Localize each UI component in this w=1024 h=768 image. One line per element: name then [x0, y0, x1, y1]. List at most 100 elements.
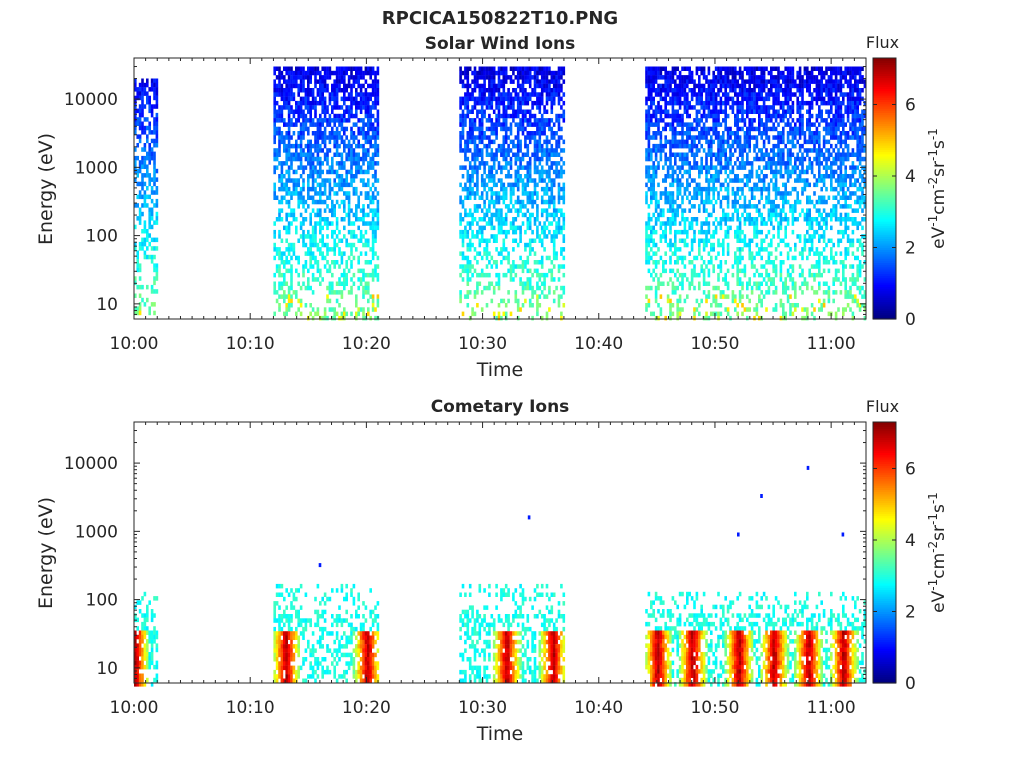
heatmap-cell [705, 79, 708, 84]
heatmap-cell [533, 217, 537, 222]
heatmap-cell [681, 212, 684, 218]
heatmap-cell [283, 260, 286, 265]
heatmap-cell [531, 178, 534, 183]
heatmap-cell [762, 79, 766, 84]
heatmap-cell [471, 118, 474, 123]
heatmap-cell [760, 242, 763, 248]
heatmap-cell [762, 152, 766, 157]
heatmap-cell [292, 83, 296, 89]
heatmap-cell [290, 298, 293, 304]
heatmap-cell [645, 75, 648, 80]
heatmap-cell [669, 126, 672, 132]
heatmap-cell [304, 199, 308, 205]
heatmap-cell [562, 191, 566, 196]
heatmap-cell [476, 182, 479, 188]
heatmap-cell [473, 255, 477, 261]
heatmap-cell [362, 277, 365, 282]
heatmap-cell [552, 135, 556, 140]
heatmap-cell [700, 126, 703, 132]
heatmap-cell [509, 174, 513, 179]
heatmap-cell [146, 186, 149, 191]
heatmap-cell [526, 109, 530, 114]
heatmap-cell [688, 174, 691, 179]
heatmap-cell [524, 186, 527, 192]
heatmap-cell [476, 290, 479, 295]
heatmap-cell [645, 229, 648, 235]
heatmap-cell [150, 259, 154, 264]
heatmap-cell [678, 186, 682, 192]
heatmap-cell [495, 131, 498, 136]
heatmap-cell [309, 242, 312, 248]
heatmap-cell [280, 195, 284, 200]
heatmap-cell [662, 281, 665, 286]
heatmap-cell [678, 143, 682, 149]
heatmap-cell [686, 195, 689, 200]
heatmap-cell [683, 298, 687, 304]
heatmap-cell [362, 143, 365, 149]
heatmap-cell [492, 178, 496, 183]
heatmap-cell [528, 92, 532, 97]
heatmap-cell [473, 208, 477, 213]
heatmap-cell [533, 260, 537, 265]
heatmap-cell [492, 290, 496, 295]
heatmap-cell [543, 294, 546, 299]
heatmap-cell [741, 191, 744, 196]
heatmap-cell [702, 100, 706, 106]
heatmap-cell [362, 70, 365, 76]
heatmap-cell [676, 212, 679, 218]
heatmap-cell [654, 66, 658, 71]
heatmap-cell [753, 143, 756, 149]
heatmap-cell [153, 289, 156, 294]
heatmap-cell [676, 277, 679, 282]
heatmap-cell [478, 66, 482, 71]
heatmap-cell [136, 91, 139, 96]
heatmap-cell [362, 285, 365, 291]
heatmap-cell [767, 105, 771, 110]
heatmap-cell [760, 152, 763, 157]
heatmap-cell [311, 165, 315, 170]
heatmap-cell [480, 88, 484, 93]
heatmap-cell [285, 135, 288, 140]
heatmap-cell [654, 272, 658, 278]
heatmap-cell [371, 122, 375, 127]
heatmap-cell [362, 96, 365, 102]
heatmap-cell [526, 191, 530, 196]
heatmap-cell [748, 238, 751, 243]
heatmap-cell [148, 216, 151, 221]
heatmap-cell [760, 122, 763, 127]
heatmap-cell [150, 177, 154, 182]
heatmap-cell [283, 122, 286, 127]
heatmap-cell [367, 135, 370, 140]
heatmap-cell [654, 135, 658, 140]
heatmap-cell [548, 169, 551, 175]
heatmap-cell [729, 225, 732, 231]
heatmap-cell [743, 221, 747, 226]
heatmap-cell [319, 161, 322, 166]
heatmap-cell [683, 229, 687, 235]
heatmap-cell [750, 186, 754, 192]
heatmap-cell [338, 105, 341, 110]
heatmap-cell [278, 178, 281, 183]
heatmap-cell [560, 156, 563, 162]
heatmap-cell [335, 135, 339, 140]
heatmap-cell [146, 237, 149, 243]
heatmap-cell [376, 178, 380, 183]
heatmap-cell [355, 204, 358, 209]
heatmap-cell [690, 268, 694, 274]
heatmap-cell [690, 272, 694, 278]
heatmap-cell [557, 208, 561, 213]
heatmap-cell [717, 156, 720, 162]
heatmap-cell [299, 221, 303, 226]
heatmap-cell [314, 70, 317, 76]
heatmap-cell [536, 79, 539, 84]
heatmap-cell [514, 109, 518, 114]
heatmap-cell [352, 66, 356, 71]
heatmap-cell [345, 174, 348, 179]
heatmap-cell [683, 238, 687, 243]
heatmap-cell [719, 186, 723, 192]
heatmap-cell [702, 242, 706, 248]
heatmap-cell [143, 224, 147, 230]
heatmap-cell [319, 251, 322, 256]
heatmap-cell [146, 100, 149, 105]
heatmap-cell [557, 100, 561, 106]
